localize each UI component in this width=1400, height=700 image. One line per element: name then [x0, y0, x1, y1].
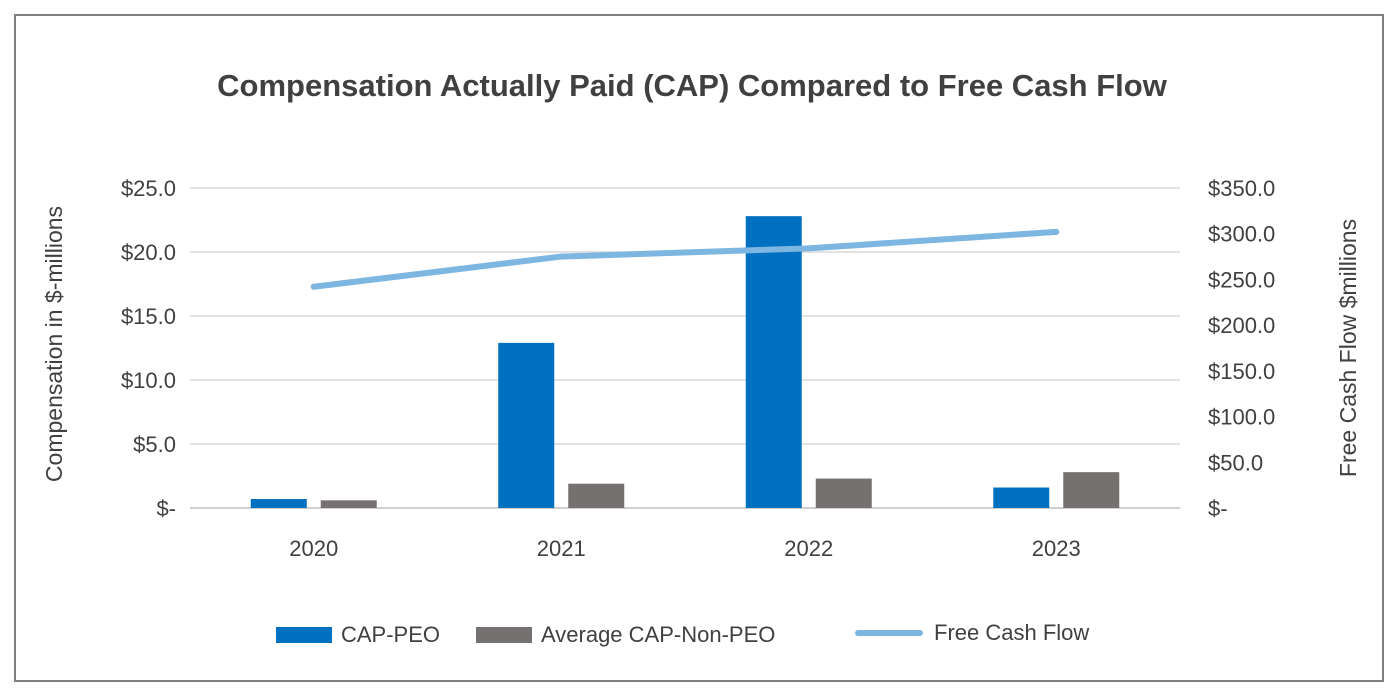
- bar-average-cap-non-peo-2023: [1063, 472, 1120, 508]
- legend-swatch-average-cap-non-peo: [476, 627, 532, 643]
- point-free-cash-flow-2021: [558, 253, 565, 260]
- bar-average-cap-non-peo-2022: [815, 478, 872, 508]
- bar-cap-peo-2023: [993, 487, 1050, 508]
- x-tick-label: 2021: [537, 536, 586, 561]
- y-tick-label: $-: [156, 496, 176, 521]
- chart-frame: [14, 14, 1384, 682]
- legend-swatch-cap-peo: [276, 627, 332, 643]
- y2-tick-label: $50.0: [1208, 450, 1263, 475]
- legend: CAP-PEO Average CAP-Non-PEO Free Cash Fl…: [276, 620, 1089, 647]
- y2-tick-label: $200.0: [1208, 313, 1275, 338]
- y2-tick-label: $150.0: [1208, 359, 1275, 384]
- x-axis-ticks: 2020 2021 2022 2023: [289, 536, 1080, 561]
- point-free-cash-flow-2020: [310, 283, 317, 290]
- bars: [250, 216, 1120, 508]
- bar-average-cap-non-peo-2021: [568, 483, 625, 508]
- y2-tick-label: $350.0: [1208, 176, 1275, 201]
- line-free-cash-flow: [310, 228, 1060, 290]
- bar-cap-peo-2021: [498, 342, 555, 508]
- bar-cap-peo-2022: [745, 216, 802, 508]
- y2-tick-label: $250.0: [1208, 267, 1275, 292]
- point-free-cash-flow-2023: [1053, 228, 1060, 235]
- point-free-cash-flow-2022: [805, 245, 812, 252]
- chart-title: Compensation Actually Paid (CAP) Compare…: [217, 68, 1168, 103]
- y2-tick-label: $-: [1208, 496, 1228, 521]
- bar-cap-peo-2020: [250, 499, 307, 508]
- y-tick-label: $20.0: [121, 240, 176, 265]
- y2-axis-ticks: $- $50.0 $100.0 $150.0 $200.0 $250.0 $300.0 $35…: [1208, 176, 1275, 521]
- bar-average-cap-non-peo-2020: [320, 500, 377, 508]
- y-tick-label: $5.0: [133, 432, 176, 457]
- x-tick-label: 2022: [784, 536, 833, 561]
- line-series: [310, 228, 1060, 290]
- y2-tick-label: $300.0: [1208, 222, 1275, 247]
- y2-tick-label: $100.0: [1208, 405, 1275, 430]
- y-axis-label: Compensation in $-millions: [41, 206, 67, 482]
- y-tick-label: $10.0: [121, 368, 176, 393]
- y-axis-ticks: $- $5.0 $10.0 $15.0 $20.0 $25.0: [121, 176, 176, 521]
- x-tick-label: 2020: [289, 536, 338, 561]
- legend-label-cap-peo: CAP-PEO: [341, 622, 440, 647]
- y2-axis-label: Free Cash Flow $millions: [1335, 219, 1361, 477]
- y-tick-label: $15.0: [121, 304, 176, 329]
- legend-label-free-cash-flow: Free Cash Flow: [934, 620, 1089, 645]
- y-tick-label: $25.0: [121, 176, 176, 201]
- legend-label-average-cap-non-peo: Average CAP-Non-PEO: [541, 622, 775, 647]
- x-tick-label: 2023: [1032, 536, 1081, 561]
